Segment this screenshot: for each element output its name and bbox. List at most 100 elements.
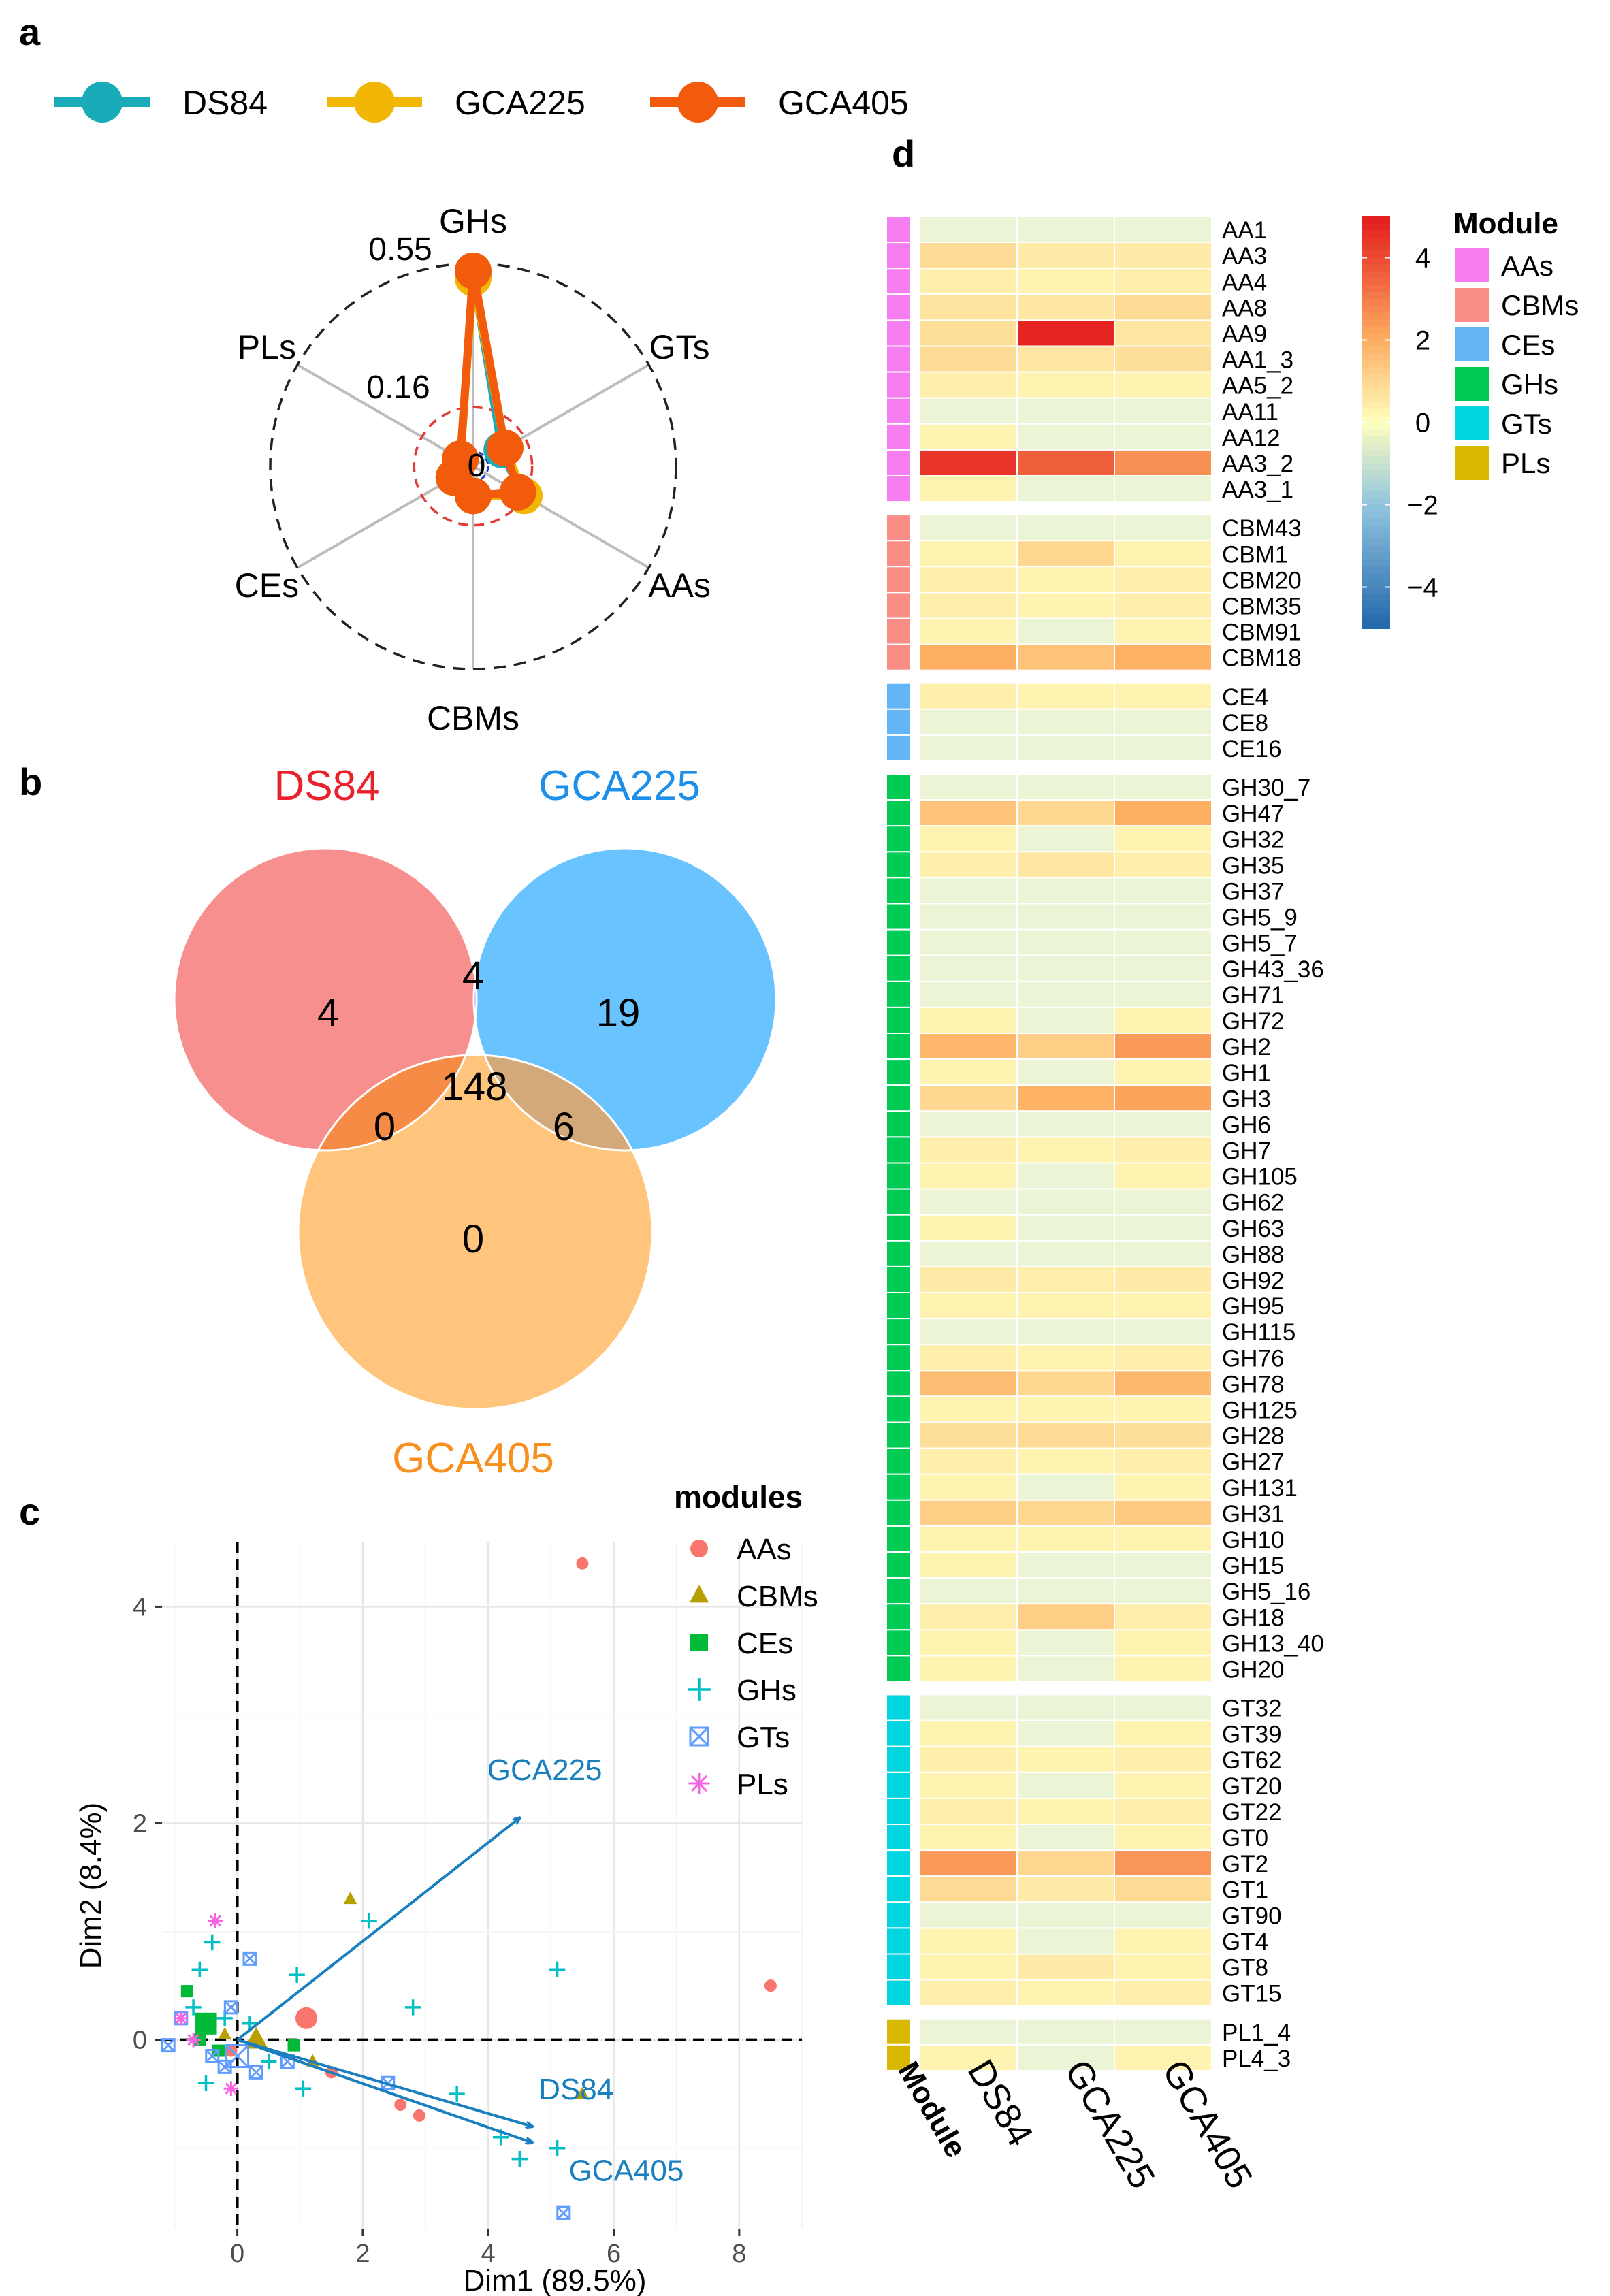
heatmap-module-cell-cbms	[886, 617, 912, 645]
heatmap-row-label-pl1-4: PL1_4	[1222, 2020, 1291, 2046]
heatmap-module-cell-ghs	[886, 1214, 912, 1242]
heatmap-scale-step	[1362, 614, 1390, 622]
heatmap-cell-gh63-ds84	[919, 1214, 1018, 1242]
heatmap-cell-cbm20-ds84	[919, 566, 1018, 594]
radar-series	[435, 252, 543, 515]
pca-arrow-label-gca225: GCA225	[487, 1753, 602, 1787]
heatmap-module-cell-cbms	[886, 592, 912, 619]
heatmap-cell-gt1-gca405	[1114, 1875, 1212, 1903]
legend-item-gca225: GCA225	[327, 82, 585, 123]
heatmap-module-legend-key-aas	[1455, 248, 1489, 282]
heatmap-cell-gh30-7-gca225	[1016, 773, 1115, 801]
heatmap-scale-step	[1362, 546, 1390, 554]
heatmap-cell-aa1-3-gca405	[1114, 345, 1212, 373]
heatmap-module-cell-aas	[886, 345, 912, 373]
heatmap-cell-gh37-gca405	[1114, 877, 1212, 905]
heatmap-module-cell-gts	[886, 1824, 912, 1852]
heatmap-cell-cbm1-gca225	[1016, 540, 1115, 568]
heatmap-module-cell-ghs	[886, 1525, 912, 1553]
heatmap-cell-cbm18-ds84	[919, 643, 1018, 671]
heatmap-module-legend-label-cbms: CBMs	[1501, 289, 1579, 321]
heatmap-cell-ce16-gca225	[1016, 734, 1115, 762]
heatmap-scale-step	[1362, 408, 1390, 417]
radar-point-gca405-aas	[499, 473, 536, 511]
heatmap-cell-aa12-gca225	[1016, 423, 1115, 451]
heatmap-row-label-cbm20: CBM20	[1222, 567, 1302, 594]
pca-legend-symbol-aas	[690, 1540, 708, 1557]
pca-point-aas	[295, 2007, 317, 2029]
pca-arrow-ds84	[237, 2038, 532, 2127]
heatmap-cell-gh28-gca225	[1016, 1421, 1115, 1449]
heatmap-row-label-gh105: GH105	[1222, 1164, 1298, 1191]
heatmap-cell-gt90-gca225	[1016, 1901, 1115, 1929]
heatmap-module-cell-cbms	[886, 540, 912, 568]
heatmap-cell-gt22-gca225	[1016, 1797, 1115, 1825]
heatmap-scale-step	[1362, 456, 1390, 464]
heatmap-module-cell-pls	[886, 2043, 912, 2071]
heatmap-cell-gt32-ds84	[919, 1694, 1018, 1721]
heatmap-cell-gh37-gca225	[1016, 877, 1115, 905]
heatmap-cell-gh71-ds84	[919, 980, 1018, 1008]
heatmap-row-label-gh7: GH7	[1222, 1137, 1271, 1164]
venn-title-gca405: GCA405	[392, 1435, 554, 1482]
venn-count-gca405-only: 0	[462, 1217, 484, 1261]
pca-point-cbms	[343, 1892, 357, 1905]
pca-arrow-label-gca405: GCA405	[569, 2154, 684, 2187]
heatmap-module-bar	[886, 216, 912, 2071]
pca-point-gts	[217, 2059, 232, 2074]
heatmap-row-label-gh31: GH31	[1222, 1501, 1284, 1527]
heatmap-cell-gt4-gca225	[1016, 1927, 1115, 1955]
heatmap-cell-gh28-gca405	[1114, 1421, 1212, 1449]
heatmap-cell-gh43-36-gca225	[1016, 954, 1115, 982]
venn-diagram: DS84 GCA225 GCA405 4 19 4 148 0 6 0	[173, 762, 777, 1482]
heatmap-row-label-gh3: GH3	[1222, 1086, 1271, 1112]
heatmap-cell-gt22-ds84	[919, 1797, 1018, 1825]
heatmap-module-cell-ghs	[886, 1006, 912, 1035]
radar-ring-label-inner: 0	[468, 448, 486, 484]
heatmap-cell-aa11-gca405	[1114, 397, 1212, 425]
venn-outline-gca405	[297, 1054, 654, 1410]
heatmap-module-cell-ghs	[886, 1292, 912, 1320]
heatmap-cell-aa1-ds84	[919, 216, 1018, 244]
heatmap-row-label-gh95: GH95	[1222, 1293, 1284, 1320]
radar-point-gca405-gts	[486, 429, 524, 466]
heatmap-module-cell-ghs	[886, 1110, 912, 1138]
heatmap-cell-aa12-gca405	[1114, 423, 1212, 451]
heatmap-cell-gh125-ds84	[919, 1395, 1018, 1423]
heatmap-row-label-aa4: AA4	[1222, 269, 1267, 295]
heatmap-row-label-ce16: CE16	[1222, 736, 1282, 762]
legend-label-ds84: DS84	[182, 84, 268, 122]
heatmap-row-label-gt0: GT0	[1222, 1825, 1268, 1852]
heatmap-row-label-aa5-2: AA5_2	[1222, 373, 1293, 400]
heatmap-row-label-gh37: GH37	[1222, 878, 1284, 905]
heatmap-cell-ce8-gca225	[1016, 708, 1115, 736]
heatmap-cell-gh15-ds84	[919, 1551, 1018, 1579]
heatmap-cell-gh125-gca405	[1114, 1395, 1212, 1423]
heatmap-cell-gh35-gca225	[1016, 851, 1115, 879]
heatmap-cell-pl1-4-gca225	[1016, 2018, 1115, 2046]
heatmap-cell-gh95-ds84	[919, 1292, 1018, 1320]
heatmap-cell-gh62-gca405	[1114, 1188, 1212, 1216]
heatmap-scale-step	[1362, 333, 1390, 341]
heatmap-cell-aa1-gca225	[1016, 216, 1115, 244]
heatmap-scale-step	[1362, 223, 1390, 231]
heatmap-row-label-gh32: GH32	[1222, 826, 1284, 853]
heatmap-scale-step	[1362, 326, 1390, 334]
heatmap-cell-gh1-gca405	[1114, 1058, 1212, 1086]
pca-x-axis-label: Dim1 (89.5%)	[464, 2264, 647, 2296]
heatmap-row-label-gt8: GT8	[1222, 1955, 1268, 1982]
venn-count-gca225-gca405: 6	[553, 1105, 575, 1149]
heatmap-cell-pl1-4-ds84	[919, 2018, 1018, 2046]
heatmap-cell-cbm20-gca225	[1016, 566, 1115, 594]
heatmap-row-label-gt62: GT62	[1222, 1747, 1282, 1774]
heatmap-cell-aa9-ds84	[919, 319, 1018, 347]
heatmap-cell-gh13-40-ds84	[919, 1629, 1018, 1657]
pca-points	[161, 1557, 777, 2220]
heatmap-scale-step	[1362, 244, 1390, 252]
heatmap-cell-gh105-gca405	[1114, 1162, 1212, 1190]
heatmap-row-label-gh28: GH28	[1222, 1423, 1284, 1450]
heatmap-module-legend-key-gts	[1455, 406, 1489, 440]
heatmap-cell-gh7-gca405	[1114, 1136, 1212, 1164]
radar-point-gca405-ghs	[455, 252, 492, 289]
pca-point-ces	[195, 2012, 217, 2035]
